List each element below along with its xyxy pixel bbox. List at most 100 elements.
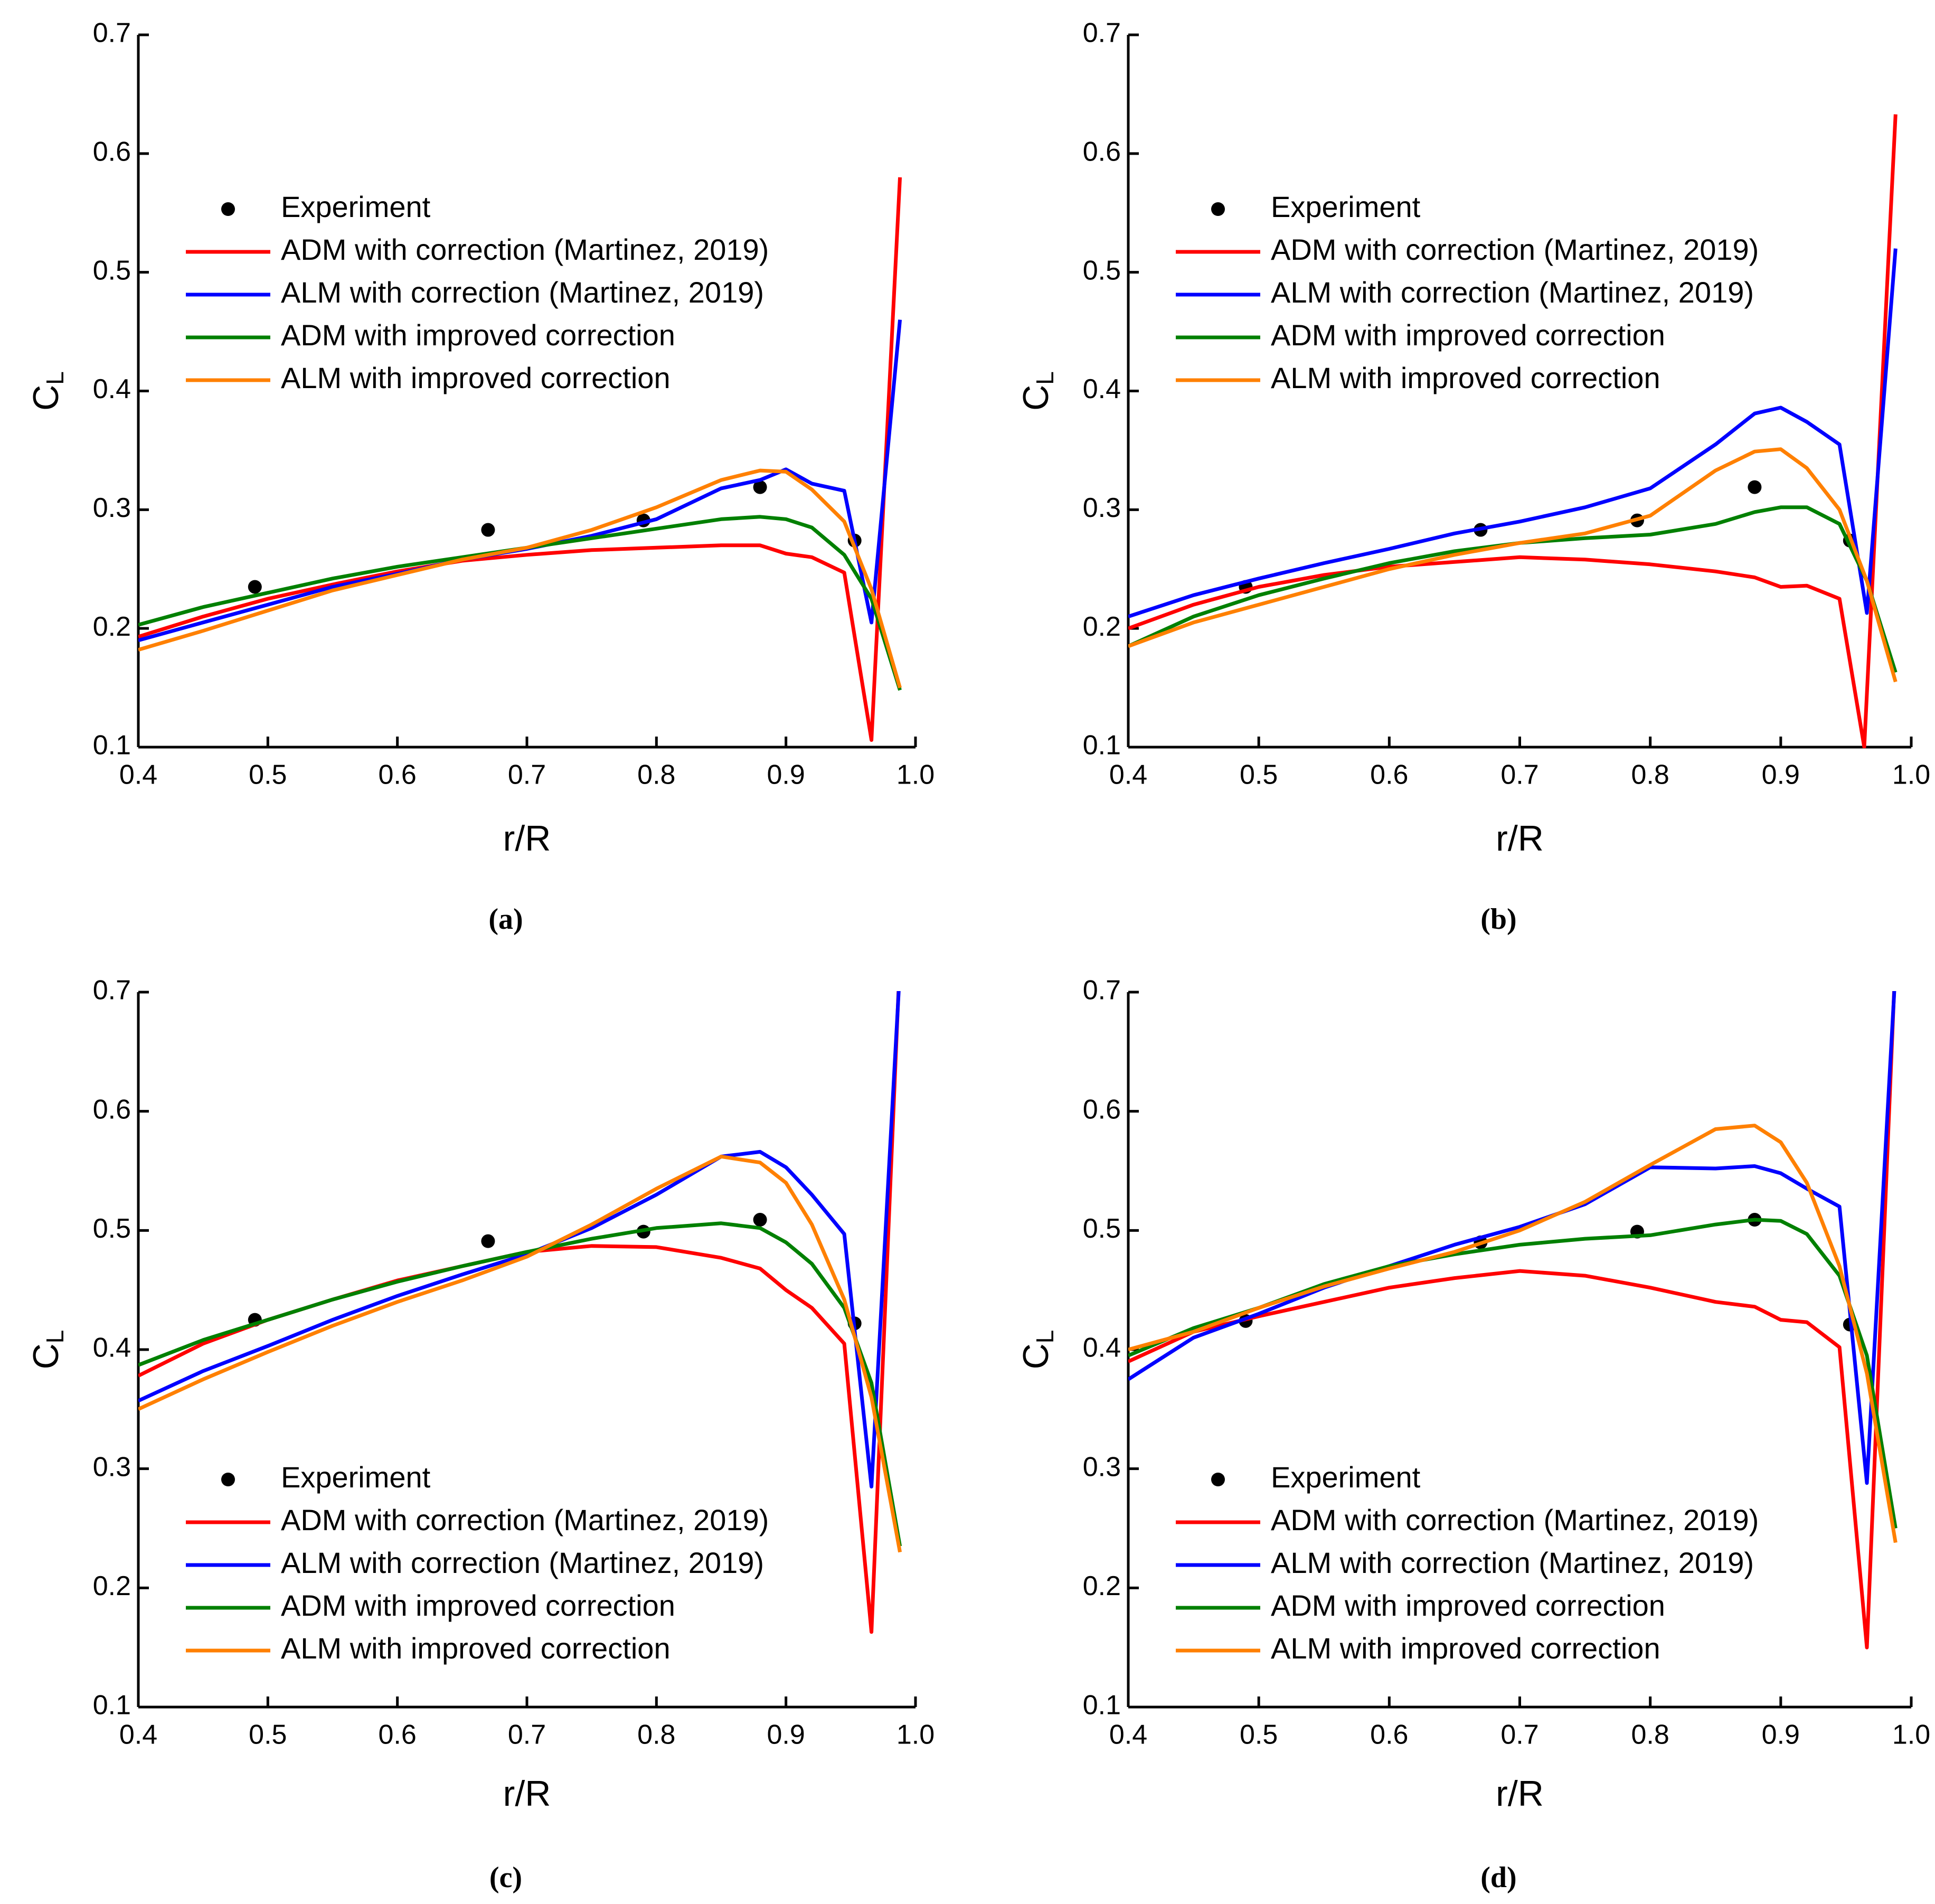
y-tick-label: 0.3	[93, 493, 131, 523]
legend-label: ADM with correction (Martinez, 2019)	[1271, 1503, 1759, 1537]
data-point	[1748, 480, 1762, 494]
series-line	[138, 991, 901, 1488]
x-axis-label: r/R	[503, 1774, 551, 1814]
y-tick-label: 0.4	[93, 1333, 131, 1363]
y-tick-label: 0.2	[93, 611, 131, 642]
y-tick-label: 0.4	[1083, 374, 1121, 404]
x-tick-label: 0.5	[1240, 1720, 1278, 1750]
series-line	[138, 1154, 902, 1553]
legend-label: ALM with correction (Martinez, 2019)	[1271, 276, 1754, 309]
y-tick-label: 0.4	[93, 374, 131, 404]
chart-panel: 0.1 0.2 0.3 0.4 0.5 0.6 0.7 0.4 0.5 0.6 0.7 0.8 0.9 1…	[26, 975, 935, 1894]
y-axis-label: CL	[1016, 1330, 1059, 1370]
x-tick-label: 0.9	[767, 1720, 805, 1750]
caption: (b)	[1480, 903, 1516, 936]
legend-marker	[221, 202, 235, 216]
y-axis-label-sub: L	[41, 1330, 69, 1344]
x-axis-label: r/R	[1496, 1774, 1544, 1814]
y-tick-label: 0.7	[1083, 975, 1121, 1006]
y-tick-label: 0.6	[1083, 1094, 1121, 1125]
x-tick-label: 1.0	[1892, 760, 1930, 790]
x-tick-label: 1.0	[896, 1720, 935, 1750]
x-tick-label: 0.8	[637, 1720, 675, 1750]
x-tick-label: 0.5	[249, 760, 287, 790]
series-line	[138, 515, 902, 691]
y-axis-label-sub: L	[1031, 371, 1059, 385]
legend-label: ADM with correction (Martinez, 2019)	[281, 1503, 769, 1537]
y-tick-label: 0.7	[93, 975, 131, 1006]
legend-label: ADM with improved correction	[281, 1589, 675, 1622]
y-axis-label-main: C	[1016, 385, 1056, 411]
y-tick-label: 0.7	[93, 18, 131, 49]
x-tick-label: 0.6	[379, 1720, 417, 1750]
series-line	[138, 468, 902, 689]
y-tick-label: 0.6	[93, 137, 131, 167]
y-axis-label-main: C	[26, 385, 66, 411]
legend-label: Experiment	[281, 1460, 431, 1494]
y-axis-label: CL	[26, 371, 69, 411]
legend-label: Experiment	[1271, 190, 1421, 223]
x-tick-label: 0.5	[249, 1720, 287, 1750]
legend-label: Experiment	[281, 190, 431, 223]
series-line	[1128, 114, 1898, 748]
legend-label: ADM with improved correction	[281, 318, 675, 352]
x-axis-label: r/R	[1496, 818, 1544, 859]
y-tick-label: 0.2	[1083, 611, 1121, 642]
x-tick-label: 0.7	[1500, 760, 1538, 790]
legend-label: Experiment	[1271, 1460, 1421, 1494]
x-tick-label: 0.6	[379, 760, 417, 790]
x-tick-label: 0.4	[1109, 760, 1147, 790]
series-line	[138, 319, 902, 643]
series-line	[1128, 505, 1898, 673]
y-tick-label: 0.1	[93, 1690, 131, 1721]
y-axis-label-sub: L	[41, 371, 69, 385]
legend-label: ALM with correction (Martinez, 2019)	[281, 1546, 764, 1579]
x-tick-label: 0.9	[767, 760, 805, 790]
legend-label: ADM with correction (Martinez, 2019)	[1271, 233, 1759, 266]
y-tick-label: 0.5	[1083, 255, 1121, 286]
legend-label: ALM with correction (Martinez, 2019)	[281, 276, 764, 309]
caption: (d)	[1480, 1861, 1516, 1894]
chart-panel: 0.1 0.2 0.3 0.4 0.5 0.6 0.7 0.4 0.5 0.6 0.7 0.8 0.9 1…	[1016, 975, 1930, 1894]
data-point	[481, 523, 495, 537]
y-axis-label-sub: L	[1031, 1330, 1059, 1344]
series-line	[138, 1221, 902, 1547]
legend-label: ALM with correction (Martinez, 2019)	[1271, 1546, 1754, 1579]
series-line	[138, 177, 902, 742]
x-tick-label: 0.4	[1109, 1720, 1147, 1750]
legend-label: ADM with improved correction	[1271, 1589, 1665, 1622]
data-point	[753, 1213, 767, 1227]
x-tick-label: 0.8	[637, 760, 675, 790]
y-tick-label: 0.5	[93, 255, 131, 286]
x-tick-label: 0.8	[1631, 1720, 1669, 1750]
x-tick-label: 0.4	[119, 760, 157, 790]
y-tick-label: 0.4	[1083, 1333, 1121, 1363]
data-point	[248, 580, 262, 594]
data-point	[753, 480, 767, 494]
y-tick-label: 0.1	[1083, 730, 1121, 761]
series-line	[1128, 1218, 1898, 1529]
series-line	[1128, 1124, 1898, 1543]
caption: (c)	[489, 1861, 522, 1894]
y-tick-label: 0.6	[93, 1094, 131, 1125]
y-tick-label: 0.5	[93, 1213, 131, 1244]
legend-label: ALM with improved correction	[281, 1632, 671, 1665]
legend-label: ALM with improved correction	[1271, 1632, 1660, 1665]
series-line	[1128, 991, 1896, 1485]
x-tick-label: 0.6	[1370, 1720, 1408, 1750]
legend-marker	[221, 1473, 235, 1486]
legend-marker	[1211, 202, 1225, 216]
y-tick-label: 0.2	[1083, 1571, 1121, 1601]
legend-label: ALM with improved correction	[281, 361, 671, 394]
series-line	[1128, 991, 1896, 1649]
chart-panel: 0.1 0.2 0.3 0.4 0.5 0.6 0.7 0.4 0.5 0.6 0.7 0.8 0.9 1…	[26, 18, 935, 936]
y-tick-label: 0.7	[1083, 18, 1121, 49]
y-tick-label: 0.5	[1083, 1213, 1121, 1244]
series-line	[1128, 248, 1898, 619]
y-tick-label: 0.6	[1083, 137, 1121, 167]
x-tick-label: 1.0	[1892, 1720, 1930, 1750]
data-point	[481, 1234, 495, 1248]
x-tick-label: 1.0	[896, 760, 935, 790]
caption: (a)	[488, 903, 523, 936]
